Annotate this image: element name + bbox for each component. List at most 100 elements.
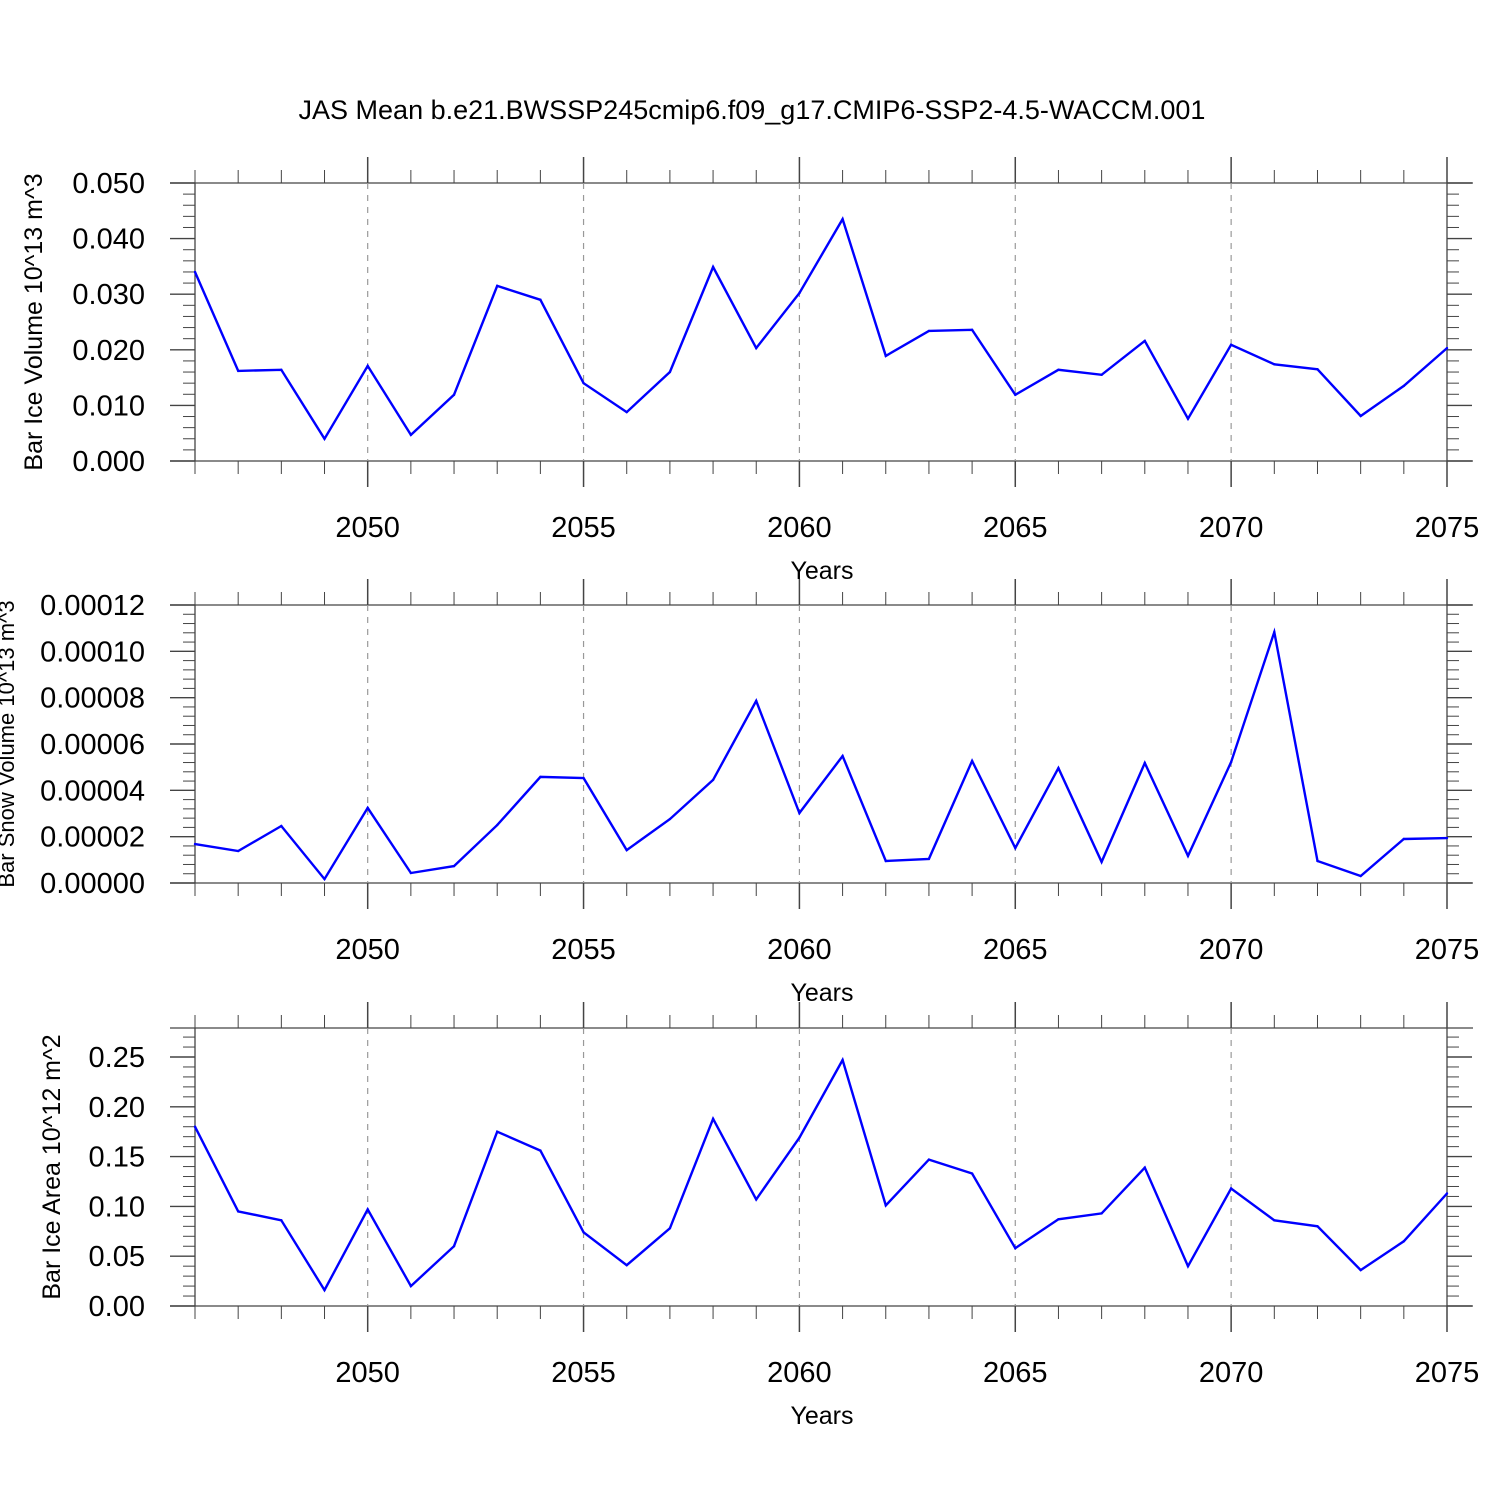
y-tick-label: 0.00002 (40, 822, 145, 854)
data-point (1057, 766, 1060, 770)
data-point (927, 329, 931, 333)
data-point (970, 1172, 974, 1175)
y-tick-label: 0.10 (89, 1191, 145, 1223)
data-point (366, 1208, 369, 1211)
data-point (1359, 1268, 1362, 1272)
data-point (1359, 874, 1362, 878)
x-axis-label: Years (790, 979, 853, 1007)
data-point (841, 1058, 844, 1062)
data-point (323, 1288, 326, 1292)
data-point (452, 864, 456, 868)
x-axis-label: Years (790, 557, 853, 585)
data-point (496, 823, 499, 827)
x-tick-label: 2070 (1199, 1357, 1264, 1389)
data-point (970, 759, 974, 763)
data-point (1359, 414, 1362, 418)
x-tick-label: 2065 (983, 934, 1048, 966)
x-tick-label: 2075 (1415, 1357, 1480, 1389)
data-point (323, 437, 326, 440)
panel-3: 2050 2055 2060 2065 2070 2075 Years 0.00 0.05 0.1… (38, 1002, 1479, 1430)
data-point (1273, 1219, 1276, 1222)
data-point (582, 776, 585, 780)
x-tick-label: 2065 (983, 1357, 1048, 1389)
data-point (280, 1219, 283, 1222)
data-point (625, 848, 628, 852)
data-point (1316, 1225, 1319, 1228)
data-point (193, 270, 197, 274)
data-point (1143, 761, 1146, 765)
data-point (798, 291, 801, 295)
y-tick-label: 0.020 (72, 335, 145, 367)
x-tick-label: 2055 (551, 934, 616, 966)
y-tick-label: 0.00 (89, 1291, 145, 1323)
data-point (582, 1231, 585, 1234)
data-point (1316, 368, 1319, 371)
data-point (1014, 393, 1017, 397)
data-point (1057, 368, 1060, 372)
data-point (625, 1263, 628, 1267)
data-point (1186, 854, 1190, 858)
data-point (1014, 846, 1017, 850)
y-tick-label: 0.050 (72, 168, 145, 200)
y-tick-label: 0.15 (89, 1142, 145, 1174)
x-tick-label: 2065 (983, 512, 1048, 544)
data-point (1014, 1247, 1017, 1250)
data-point (1273, 363, 1276, 366)
y-tick-label: 0.00000 (40, 868, 145, 900)
x-tick-label: 2075 (1415, 512, 1480, 544)
data-point (193, 842, 197, 846)
data-point (1143, 339, 1146, 343)
data-point (1445, 836, 1449, 840)
data-point (755, 699, 758, 703)
data-point (539, 775, 542, 779)
x-tick-label: 2055 (551, 512, 616, 544)
chart-title: JAS Mean b.e21.BWSSP245cmip6.f09_g17.CMI… (299, 95, 1206, 125)
x-tick-label: 2060 (767, 934, 832, 966)
data-point (366, 806, 369, 810)
y-axis-label: Bar Ice Volume 10^13 m^3 (20, 173, 48, 470)
data-point (1229, 760, 1233, 764)
data-point (711, 1117, 715, 1120)
y-tick-label: 0.00012 (40, 590, 145, 622)
x-axis-label: Years (790, 1402, 853, 1430)
panel-1: 2050 2055 2060 2065 2070 2075 Years 0.000 0.010 0… (20, 157, 1479, 585)
data-point (970, 328, 974, 331)
data-point (539, 1149, 542, 1152)
data-point (1402, 1240, 1406, 1243)
data-point (1186, 1264, 1190, 1268)
x-tick-label: 2070 (1199, 934, 1264, 966)
panel-2: 2050 2055 2060 2065 2070 2075 Years 0.00000 0.00… (0, 579, 1479, 1007)
x-tick-label: 2050 (335, 512, 400, 544)
data-point (755, 1198, 758, 1201)
data-point (1057, 1218, 1060, 1221)
data-point (409, 433, 413, 437)
data-point (496, 284, 499, 288)
y-tick-label: 0.040 (72, 224, 145, 256)
data-point (1229, 343, 1233, 346)
data-series-line (193, 216, 1448, 442)
y-axis-label: Bar Snow Volume 10^13 m^3 (0, 600, 19, 887)
data-point (668, 370, 672, 374)
data-point (280, 368, 283, 372)
data-point (280, 824, 283, 828)
data-point (884, 354, 887, 358)
x-tick-label: 2070 (1199, 512, 1264, 544)
data-point (1100, 373, 1103, 377)
data-point (798, 1136, 801, 1139)
data-point (1186, 417, 1190, 420)
data-point (1100, 860, 1103, 864)
data-point (1229, 1187, 1233, 1190)
data-point (366, 364, 369, 368)
data-point (452, 1245, 456, 1248)
data-point (625, 410, 628, 414)
y-tick-label: 0.00004 (40, 775, 145, 807)
data-point (452, 393, 456, 397)
data-point (496, 1130, 499, 1133)
data-point (1402, 384, 1406, 388)
x-tick-label: 2060 (767, 512, 832, 544)
data-point (668, 1227, 672, 1230)
data-point (711, 778, 715, 782)
data-point (1143, 1166, 1146, 1169)
y-tick-label: 0.00006 (40, 729, 145, 761)
